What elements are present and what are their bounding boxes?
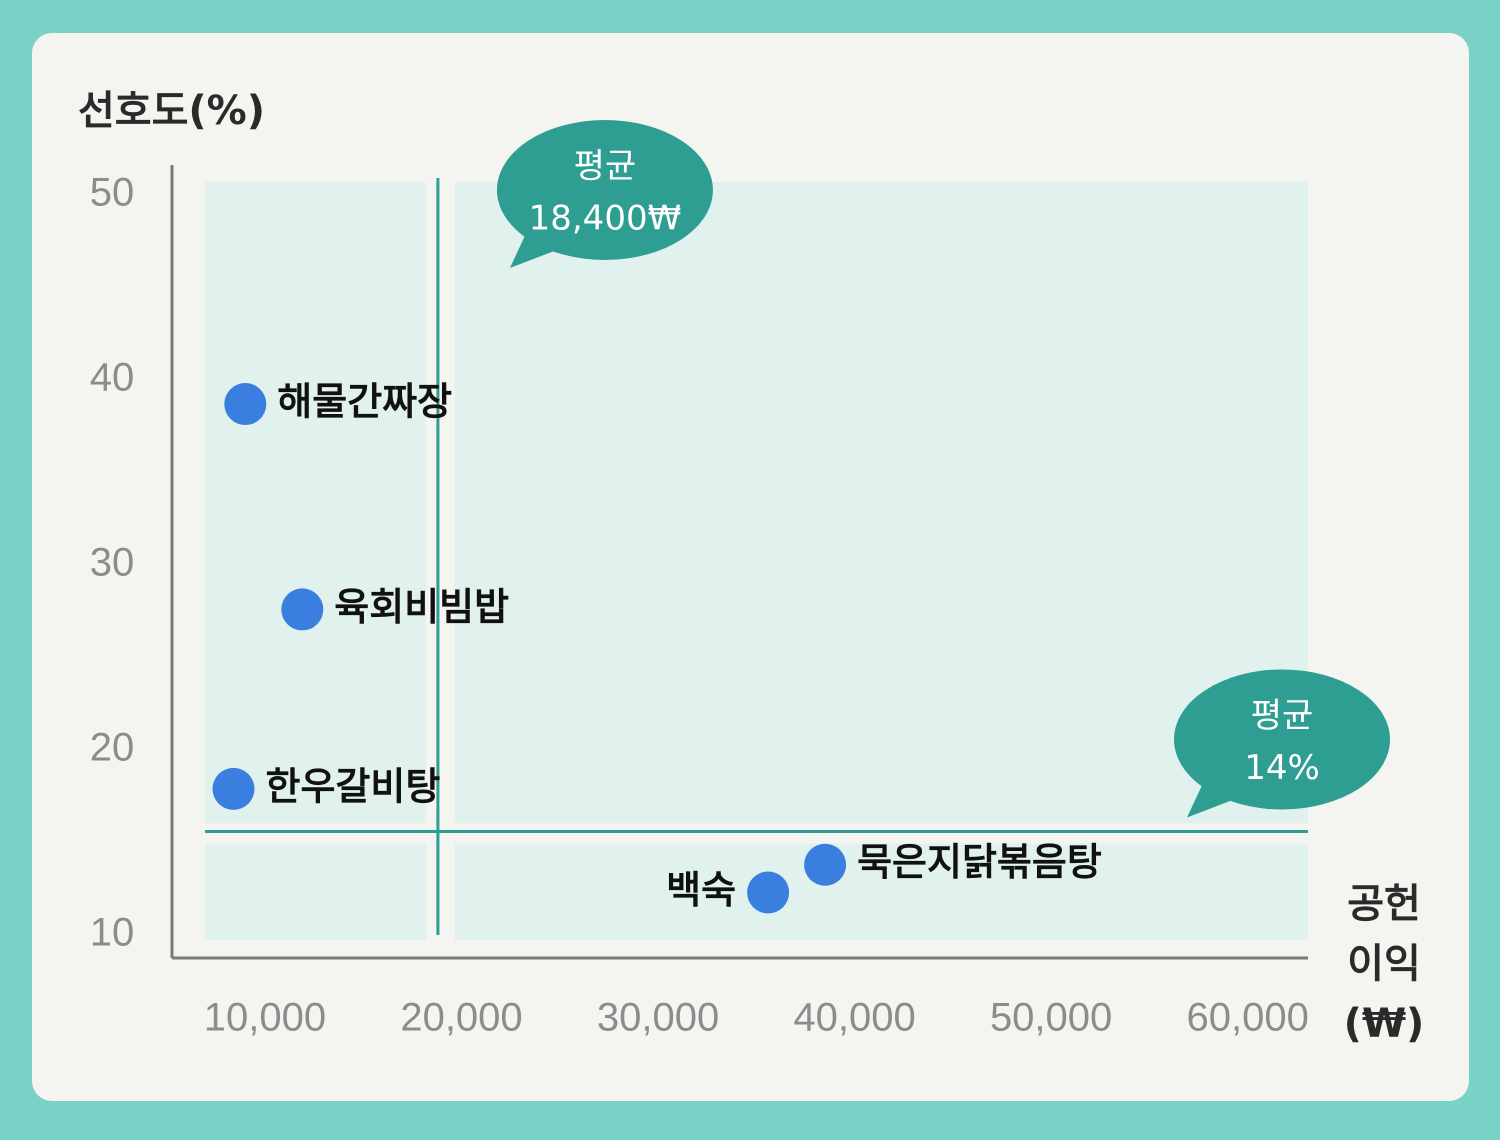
data-point	[804, 843, 847, 886]
callout-text: 평균	[574, 147, 637, 187]
data-point	[224, 383, 267, 426]
quadrant	[454, 843, 1308, 940]
y-tick-label: 40	[90, 356, 135, 400]
y-tick-label: 10	[90, 911, 135, 955]
callout-bubble	[496, 120, 713, 260]
y-axis-title: 선호도(%)	[78, 88, 265, 134]
x-tick-label: 30,000	[597, 996, 719, 1040]
data-point	[747, 871, 790, 914]
x-tick-label: 20,000	[400, 996, 522, 1040]
quadrant	[205, 843, 426, 940]
x-axis-title: (₩)	[1344, 1001, 1425, 1047]
y-tick-label: 20	[90, 726, 135, 770]
y-tick-label: 50	[90, 171, 135, 215]
point-label: 해물간짜장	[277, 380, 452, 424]
x-axis-title: 공헌	[1347, 881, 1421, 927]
point-label: 묵은지닭볶음탕	[857, 840, 1102, 884]
x-tick-label: 60,000	[1186, 996, 1308, 1040]
data-point	[212, 767, 255, 810]
callout-text: 평균	[1251, 696, 1314, 736]
point-label: 한우갈비탕	[266, 764, 441, 808]
x-tick-label: 10,000	[204, 996, 326, 1040]
callout-text: 18,400₩	[529, 199, 682, 239]
quadrant	[454, 182, 1308, 824]
point-label: 육회비빔밥	[334, 585, 509, 629]
y-tick-label: 30	[90, 541, 135, 585]
callout-bubble	[1174, 669, 1390, 810]
x-tick-label: 40,000	[793, 996, 915, 1040]
point-label: 백숙	[666, 868, 736, 912]
x-axis-title: 이익	[1347, 941, 1421, 987]
x-tick-label: 50,000	[990, 996, 1112, 1040]
data-point	[281, 588, 324, 631]
quadrant	[205, 182, 426, 824]
callout-text: 14%	[1244, 748, 1320, 788]
